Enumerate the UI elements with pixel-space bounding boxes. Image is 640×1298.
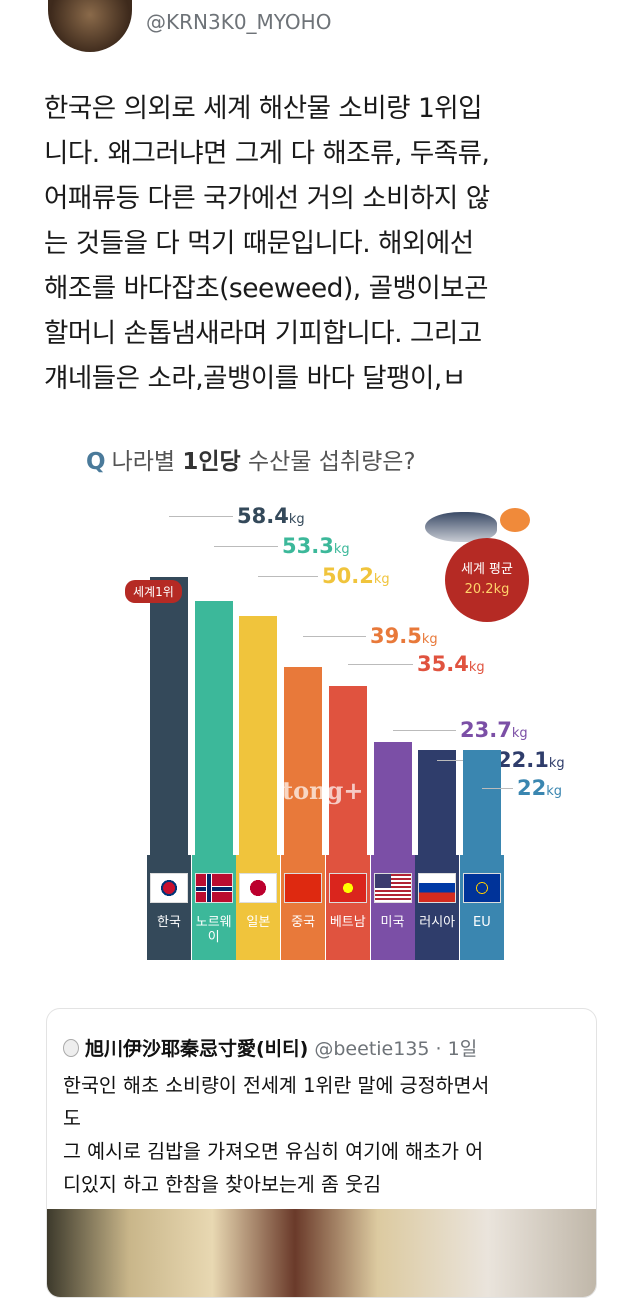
value-unit: kg <box>373 572 390 587</box>
country-panel: 미국 <box>370 855 415 960</box>
leader-line <box>347 664 413 665</box>
leader-line <box>213 546 278 547</box>
country-label: 베트남 <box>329 915 366 930</box>
country-panel: 한국 <box>147 855 191 960</box>
value-number: 23.7 <box>460 718 512 742</box>
value-number: 22.1 <box>497 748 549 772</box>
bar-7 <box>462 750 501 855</box>
value-unit: kg <box>288 512 305 527</box>
quoted-line: 디있지 하고 한참을 찾아보는게 좀 웃김 <box>63 1173 382 1196</box>
quoted-avatar <box>63 1039 79 1057</box>
tweet-line: 걔네들은 소라,골뱅이를 바다 달팽이,ㅂ <box>44 363 466 394</box>
tweet-line: 한국은 의외로 세계 해산물 소비량 1위입 <box>44 93 483 124</box>
tweet-line: 는 것들을 다 먹기 때문입니다. 해외에선 <box>44 228 474 259</box>
leader-line <box>258 576 318 577</box>
country-panel: EU <box>459 855 504 960</box>
kimbap-photo[interactable] <box>47 1209 596 1297</box>
flag-no-icon <box>194 873 233 903</box>
value-number: 53.3 <box>282 534 334 558</box>
quoted-line: 도 <box>63 1107 81 1130</box>
value-unit: kg <box>333 542 350 557</box>
country-label: 노르웨이 <box>195 915 232 945</box>
leader-line <box>303 636 366 637</box>
country-panel: 일본 <box>236 855 281 960</box>
value-label: 39.5kg <box>370 624 438 648</box>
user-handle[interactable]: @KRN3K0_MYOHO <box>146 10 332 34</box>
bar-1 <box>194 601 233 855</box>
rank-badge: 세계1위 <box>125 580 182 603</box>
watermark: tong+ <box>282 776 364 805</box>
value-unit: kg <box>511 726 528 741</box>
infographic-chart[interactable]: Q 나라별 1인당 수산물 섭취량은? 세계 평균 20.2kg 58.4kg 한국 5… <box>60 420 580 980</box>
value-number: 35.4 <box>417 652 469 676</box>
quoted-tweet[interactable]: 旭川伊沙耶秦忌寸愛(비티) @beetie135 · 1일 한국인 해초 소비량… <box>46 1008 597 1298</box>
value-number: 22 <box>517 776 547 800</box>
value-unit: kg <box>546 784 563 799</box>
bar-6 <box>418 749 457 855</box>
tweet-line: 할머니 손톱냄새라며 기피합니다. 그리고 <box>44 318 482 349</box>
value-label: 50.2kg <box>322 564 390 588</box>
country-label: EU <box>473 915 491 930</box>
country-label: 러시아 <box>419 915 456 930</box>
flag-jp-icon <box>239 873 278 903</box>
flag-eu-icon <box>462 873 501 903</box>
shrimp-icon <box>500 508 530 532</box>
country-panel: 노르웨이 <box>191 855 236 960</box>
tweet-text: 한국은 의외로 세계 해산물 소비량 1위입 니다. 왜그러냐면 그게 다 해조… <box>44 86 604 401</box>
leader-line <box>169 516 233 517</box>
bar-5 <box>373 742 412 855</box>
quoted-tweet-text: 한국인 해초 소비량이 전세계 1위란 말에 긍정하면서 도 그 예시로 김밥을… <box>63 1069 489 1201</box>
value-unit: kg <box>468 660 485 675</box>
value-unit: kg <box>421 632 438 647</box>
value-number: 50.2 <box>322 564 374 588</box>
chart-title: Q 나라별 1인당 수산물 섭취량은? <box>86 442 416 476</box>
bar-3 <box>284 666 323 855</box>
country-label: 미국 <box>380 915 405 930</box>
world-average-value: 20.2kg <box>464 582 510 597</box>
world-average-badge: 세계 평균 20.2kg <box>445 538 529 622</box>
value-label: 23.7kg <box>460 718 528 742</box>
country-label: 중국 <box>291 915 316 930</box>
leader-line <box>481 788 513 789</box>
value-label: 22.1kg <box>497 748 565 772</box>
tweet-line: 어패류등 다른 국가에선 거의 소비하지 않 <box>44 183 490 214</box>
quoted-tweet-header: 旭川伊沙耶秦忌寸愛(비티) @beetie135 · 1일 <box>63 1034 477 1061</box>
leader-line <box>392 730 456 731</box>
country-panel: 베트남 <box>325 855 370 960</box>
bar-2 <box>239 616 278 855</box>
country-label: 일본 <box>246 915 271 930</box>
flag-us-icon <box>373 873 412 903</box>
chart-title-q: Q <box>86 449 106 475</box>
flag-vn-icon <box>328 873 367 903</box>
value-label: 53.3kg <box>282 534 350 558</box>
chart-title-part: 수산물 섭취량은? <box>248 449 416 475</box>
country-panel: 중국 <box>281 855 326 960</box>
value-number: 39.5 <box>370 624 422 648</box>
flag-kr-icon <box>150 873 188 903</box>
chart-title-bold: 1인당 <box>182 449 241 475</box>
value-unit: kg <box>548 756 565 771</box>
country-panel: 러시아 <box>415 855 460 960</box>
quoted-display-name: 旭川伊沙耶秦忌寸愛(비티) <box>85 1038 309 1060</box>
quoted-handle: @beetie135 <box>314 1038 430 1060</box>
quoted-time: · 1일 <box>435 1038 478 1060</box>
quoted-line: 한국인 해초 소비량이 전세계 1위란 말에 긍정하면서 <box>63 1074 490 1097</box>
value-label: 58.4kg <box>237 504 305 528</box>
tweet-line: 니다. 왜그러냐면 그게 다 해조류, 두족류, <box>44 138 490 169</box>
fish-icon <box>425 512 497 542</box>
tweet-line: 해조를 바다잡초(seeweed), 골뱅이보곤 <box>44 273 489 304</box>
chart-title-part: 나라별 <box>111 449 176 475</box>
flag-ru-icon <box>418 873 457 903</box>
world-average-label: 세계 평균 <box>461 562 513 577</box>
value-label: 35.4kg <box>417 652 485 676</box>
quoted-line: 그 예시로 김밥을 가져오면 유심히 여기에 해초가 어 <box>63 1140 484 1163</box>
value-number: 58.4 <box>237 504 289 528</box>
bar-4 <box>328 686 367 855</box>
avatar[interactable] <box>48 0 132 52</box>
bar-0 <box>150 577 188 855</box>
country-label: 한국 <box>157 915 181 930</box>
value-label: 22kg <box>517 776 562 800</box>
flag-cn-icon <box>284 873 323 903</box>
